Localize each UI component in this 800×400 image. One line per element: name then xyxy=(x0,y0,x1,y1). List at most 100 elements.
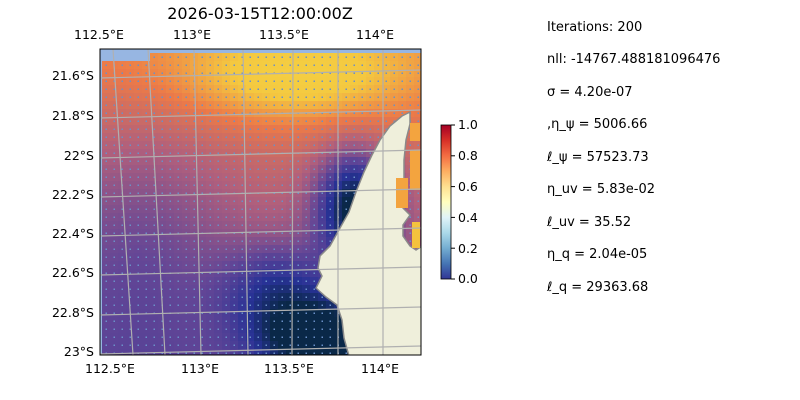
velocity-arrow xyxy=(105,192,107,194)
velocity-arrow xyxy=(225,104,227,106)
velocity-arrow xyxy=(233,120,235,122)
velocity-arrow xyxy=(233,240,235,242)
velocity-arrow xyxy=(153,80,155,82)
velocity-arrow xyxy=(233,344,235,346)
velocity-arrow xyxy=(105,328,107,330)
velocity-arrow xyxy=(249,176,251,178)
stat-eta-uv: η_uv = 5.83e-02 xyxy=(547,182,656,197)
velocity-arrow xyxy=(265,248,267,250)
velocity-arrow xyxy=(113,128,115,130)
velocity-arrow xyxy=(121,144,123,146)
velocity-arrow xyxy=(289,80,291,82)
velocity-arrow xyxy=(169,184,171,186)
velocity-arrow xyxy=(201,192,203,194)
velocity-arrow xyxy=(313,144,315,146)
velocity-arrow xyxy=(265,184,267,186)
velocity-arrow xyxy=(241,184,243,186)
velocity-arrow xyxy=(305,88,307,90)
velocity-arrow xyxy=(201,336,203,338)
velocity-arrow xyxy=(249,312,251,314)
velocity-arrow xyxy=(369,88,371,90)
velocity-arrow xyxy=(385,72,387,74)
velocity-arrow xyxy=(177,136,179,138)
velocity-arrow xyxy=(249,120,251,122)
velocity-arrow xyxy=(225,152,227,154)
velocity-arrow xyxy=(273,264,275,266)
velocity-arrow xyxy=(241,304,243,306)
velocity-arrow xyxy=(321,80,323,82)
velocity-arrow xyxy=(113,264,115,266)
velocity-arrow xyxy=(361,144,363,146)
velocity-arrow xyxy=(129,136,131,138)
velocity-arrow xyxy=(329,80,331,82)
velocity-arrow xyxy=(329,200,331,202)
velocity-arrow xyxy=(273,248,275,250)
parallel xyxy=(100,306,421,316)
velocity-arrow xyxy=(217,264,219,266)
velocity-arrow xyxy=(169,232,171,234)
velocity-arrow xyxy=(161,248,163,250)
velocity-arrow xyxy=(145,224,147,226)
stat-eta-psi: ,η_ψ = 5006.66 xyxy=(547,117,648,132)
velocity-arrow xyxy=(169,120,171,122)
velocity-arrow xyxy=(129,64,131,66)
velocity-arrow xyxy=(161,200,163,202)
velocity-arrow xyxy=(289,320,291,322)
velocity-arrow xyxy=(137,88,139,90)
velocity-arrow xyxy=(145,72,147,74)
velocity-arrow xyxy=(353,128,355,130)
velocity-arrow xyxy=(305,96,307,98)
velocity-arrow xyxy=(177,152,179,154)
velocity-arrow xyxy=(273,64,275,66)
velocity-arrow xyxy=(353,120,355,122)
velocity-arrow xyxy=(265,64,267,66)
velocity-arrow xyxy=(241,112,243,114)
lon-tick-bottom-2: 113.5°E xyxy=(264,361,314,376)
velocity-arrow xyxy=(273,288,275,290)
velocity-arrow xyxy=(241,208,243,210)
velocity-arrow xyxy=(353,136,355,138)
velocity-arrow xyxy=(393,96,395,98)
velocity-arrow xyxy=(161,128,163,130)
velocity-arrow xyxy=(105,248,107,250)
velocity-arrow xyxy=(401,56,403,58)
velocity-arrow xyxy=(217,112,219,114)
velocity-arrow xyxy=(321,56,323,58)
velocity-arrow xyxy=(313,120,315,122)
velocity-arrow xyxy=(409,64,411,66)
velocity-arrow xyxy=(209,168,211,170)
velocity-arrow xyxy=(305,224,307,226)
velocity-arrow xyxy=(401,88,403,90)
velocity-arrow xyxy=(345,104,347,106)
field-cell xyxy=(294,349,303,355)
velocity-arrow xyxy=(137,96,139,98)
velocity-arrow xyxy=(297,304,299,306)
meridian xyxy=(242,49,249,355)
velocity-arrow xyxy=(225,208,227,210)
velocity-arrow xyxy=(257,160,259,162)
velocity-arrow xyxy=(233,128,235,130)
velocity-arrow xyxy=(225,256,227,258)
velocity-arrow xyxy=(193,248,195,250)
velocity-arrow xyxy=(385,120,387,122)
velocity-arrow xyxy=(329,176,331,178)
velocity-arrow xyxy=(249,224,251,226)
velocity-arrow xyxy=(321,248,323,250)
velocity-arrow xyxy=(297,184,299,186)
field-cell xyxy=(214,349,223,355)
velocity-arrow xyxy=(281,128,283,130)
velocity-arrow xyxy=(137,272,139,274)
velocity-arrow xyxy=(257,280,259,282)
velocity-arrow xyxy=(289,280,291,282)
velocity-arrow xyxy=(281,160,283,162)
velocity-arrow xyxy=(377,64,379,66)
velocity-arrow xyxy=(201,64,203,66)
velocity-arrow xyxy=(177,88,179,90)
velocity-arrow xyxy=(265,264,267,266)
velocity-arrow xyxy=(273,232,275,234)
velocity-arrow xyxy=(321,168,323,170)
velocity-arrow xyxy=(281,56,283,58)
velocity-arrow xyxy=(273,336,275,338)
velocity-arrow xyxy=(329,320,331,322)
velocity-arrow xyxy=(161,208,163,210)
